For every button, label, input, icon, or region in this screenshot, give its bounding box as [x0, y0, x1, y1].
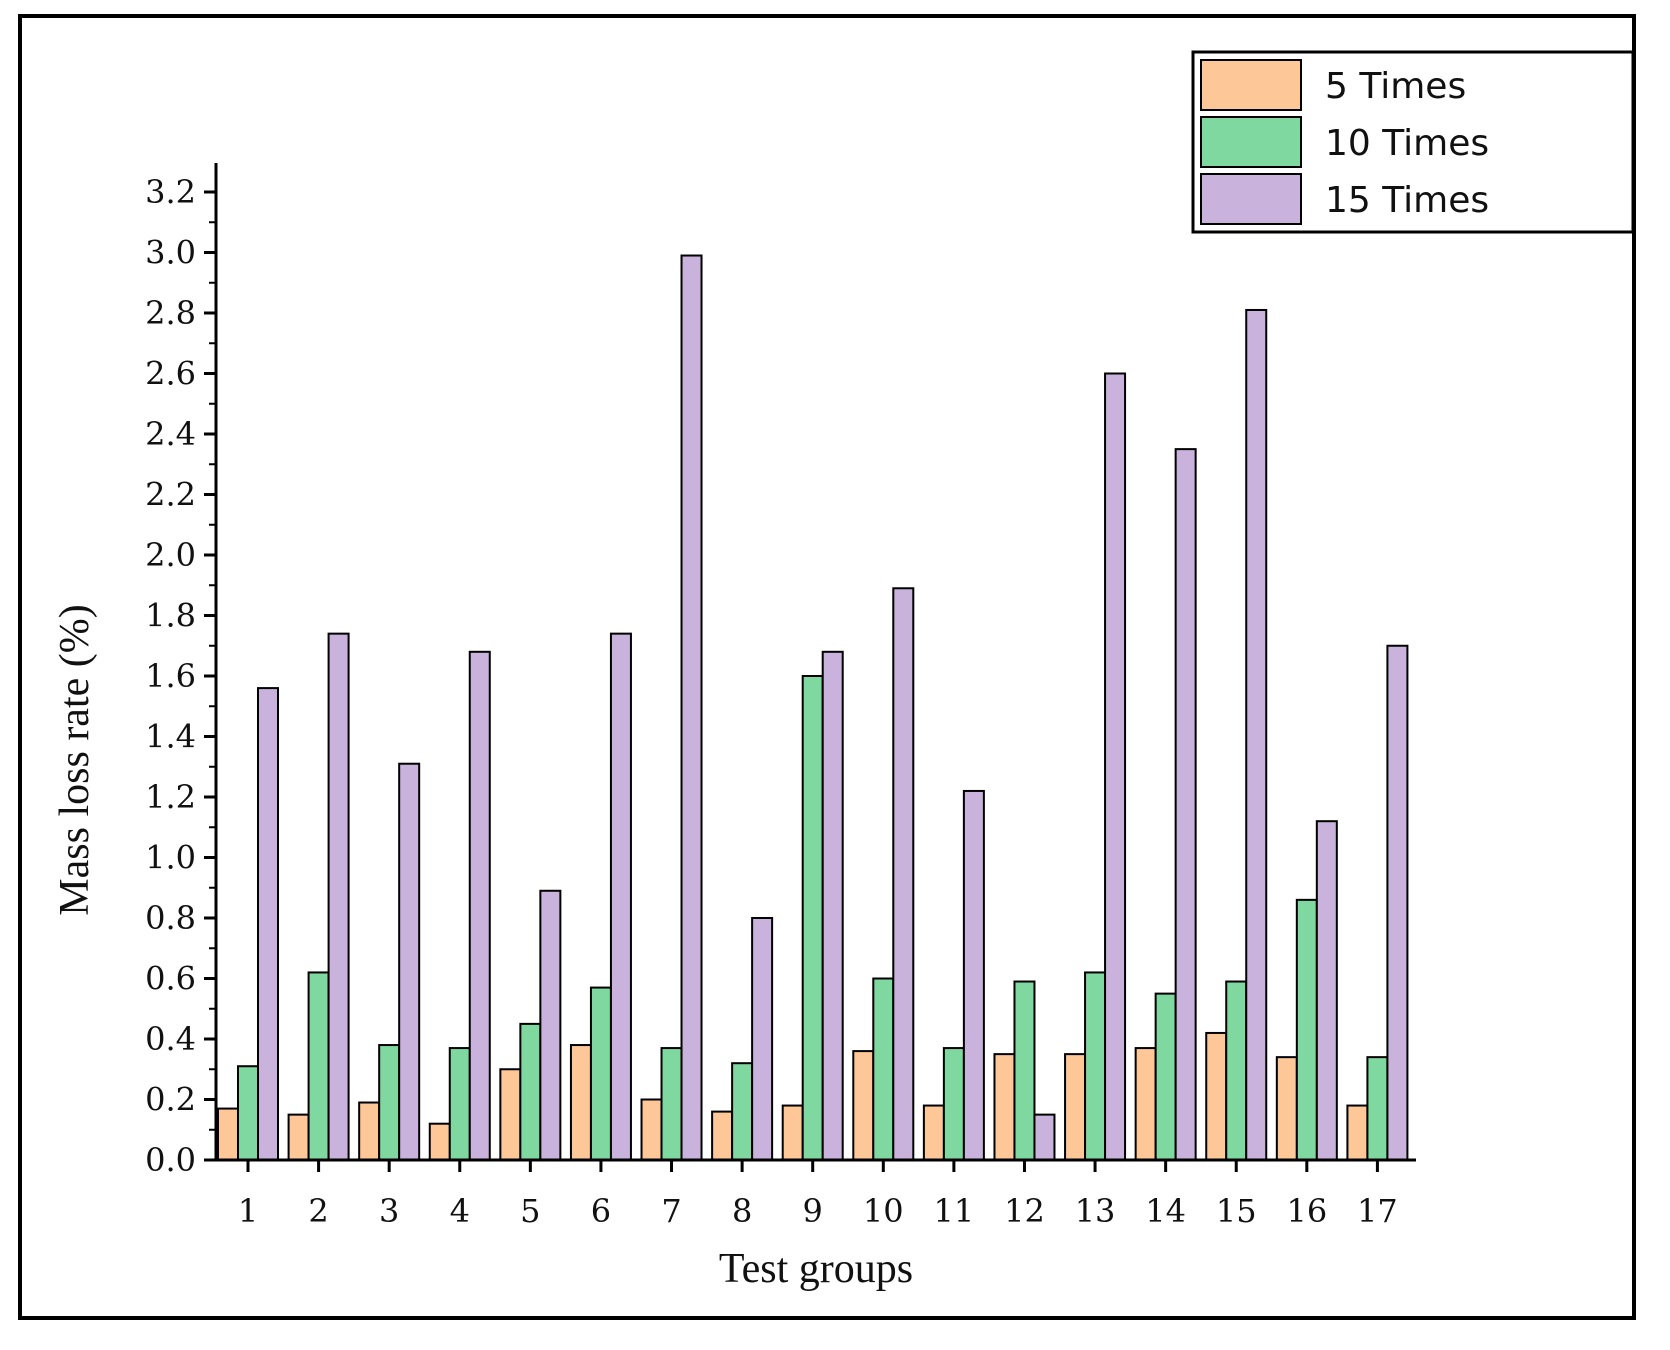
x-tick-label: 10	[863, 1192, 904, 1230]
legend-swatch-15-times	[1200, 173, 1302, 225]
y-tick-label: 1.2	[145, 778, 196, 816]
bar-10-times-group-3	[378, 1044, 401, 1162]
y-tick-label: 0.6	[145, 960, 196, 998]
x-tick-label: 12	[1004, 1192, 1045, 1230]
legend-label-15-times: 15 Times	[1325, 180, 1489, 221]
bar-5-times-group-11	[922, 1104, 945, 1162]
bar-15-times-group-14	[1174, 448, 1197, 1161]
bar-15-times-group-6	[609, 632, 632, 1161]
x-tick-label: 7	[661, 1192, 681, 1230]
bar-10-times-group-14	[1154, 992, 1177, 1161]
bar-10-times-group-15	[1225, 980, 1248, 1162]
bar-5-times-group-15	[1205, 1031, 1228, 1161]
y-ticks-group: 0.0 0.2 0.4 0.6 0.8 1.0 1.2 1.4 1.6 1.8 2.0 2.2 2.4 2…	[145, 173, 216, 1179]
bar-15-times-group-11	[962, 789, 985, 1161]
bar-15-times-group-17	[1386, 644, 1409, 1161]
bar-5-times-group-10	[852, 1050, 875, 1161]
x-tick-label: 8	[732, 1192, 752, 1230]
bar-10-times-group-1	[237, 1065, 259, 1161]
y-tick-label: 2.2	[145, 476, 196, 514]
y-tick-label: 3.2	[145, 173, 196, 211]
y-tick-label: 2.4	[145, 415, 196, 453]
x-tick-label: 5	[520, 1192, 540, 1230]
bar-15-times-group-10	[892, 587, 915, 1161]
y-tick-label: 2.8	[145, 294, 196, 332]
bar-15-times-group-9	[821, 650, 844, 1161]
y-tick-label: 1.6	[145, 657, 196, 695]
y-tick-label: 0.8	[145, 899, 196, 937]
y-tick-label: 1.0	[145, 839, 196, 877]
bar-15-times-group-13	[1104, 372, 1127, 1161]
y-tick-label: 1.8	[145, 597, 196, 635]
bar-15-times-group-12	[1033, 1113, 1056, 1161]
x-tick-label: 4	[450, 1192, 470, 1230]
bar-5-times-group-13	[1064, 1053, 1087, 1161]
bar-5-times-group-8	[711, 1110, 734, 1161]
bar-15-times-group-16	[1315, 820, 1338, 1161]
bar-15-times-group-1	[257, 687, 279, 1161]
bar-5-times-group-14	[1134, 1047, 1157, 1161]
bar-10-times-group-16	[1295, 898, 1318, 1161]
bar-5-times-group-6	[569, 1044, 592, 1162]
y-tick-label: 1.4	[145, 718, 196, 756]
bar-10-times-group-10	[872, 977, 895, 1161]
bar-5-times-group-16	[1275, 1056, 1298, 1162]
bar-10-times-group-8	[731, 1062, 754, 1161]
bar-10-times-group-5	[519, 1022, 542, 1161]
legend-swatch-5-times	[1200, 59, 1302, 111]
bar-10-times-group-9	[801, 675, 824, 1161]
bar-10-times-group-17	[1366, 1056, 1389, 1162]
x-tick-label: 1	[238, 1192, 258, 1230]
x-tick-label: 11	[934, 1192, 975, 1230]
x-tick-label: 13	[1075, 1192, 1116, 1230]
x-tick-label: 15	[1216, 1192, 1257, 1230]
bar-15-times-group-15	[1245, 308, 1268, 1162]
legend-label-10-times: 10 Times	[1325, 123, 1489, 164]
bar-15-times-group-2	[327, 632, 350, 1161]
bar-10-times-group-12	[1013, 980, 1036, 1162]
bar-5-times-group-5	[499, 1068, 522, 1161]
bar-5-times-group-4	[428, 1122, 451, 1161]
y-tick-label: 2.0	[145, 536, 196, 574]
bar-15-times-group-5	[539, 889, 562, 1162]
x-axis-title: Test groups	[719, 1246, 913, 1292]
x-tick-label: 3	[379, 1192, 399, 1230]
bar-10-times-group-6	[589, 986, 612, 1162]
x-tick-label: 2	[308, 1192, 328, 1230]
x-ticks-group: 1 2 3 4 5 6 7 8 9 10 11 12 13 14 15 16 17	[238, 1160, 1398, 1230]
y-tick-label: 0.4	[145, 1020, 196, 1058]
bar-15-times-group-7	[680, 254, 703, 1161]
legend: 5 Times 10 Times 15 Times	[1191, 50, 1635, 234]
bar-15-times-group-8	[751, 917, 774, 1161]
y-axis-title: Mass loss rate (%)	[52, 604, 98, 915]
bars-group	[217, 254, 1409, 1162]
x-tick-label: 6	[591, 1192, 611, 1230]
bar-10-times-group-7	[660, 1047, 683, 1161]
legend-label-5-times: 5 Times	[1325, 66, 1466, 107]
bar-15-times-group-3	[398, 762, 421, 1161]
bar-10-times-group-2	[307, 971, 330, 1162]
bar-5-times-group-1	[217, 1107, 239, 1161]
bar-5-times-group-9	[781, 1104, 804, 1162]
bar-5-times-group-3	[358, 1101, 381, 1162]
x-tick-label: 9	[803, 1192, 823, 1230]
bar-10-times-group-11	[942, 1047, 965, 1161]
axes-group	[214, 163, 1416, 1162]
bar-10-times-group-13	[1084, 971, 1107, 1162]
bar-5-times-group-12	[993, 1053, 1016, 1161]
bar-5-times-group-2	[287, 1113, 310, 1161]
bar-5-times-group-17	[1346, 1104, 1369, 1162]
legend-swatch-10-times	[1200, 116, 1302, 168]
bar-10-times-group-4	[448, 1047, 471, 1161]
x-tick-label: 16	[1286, 1192, 1327, 1230]
x-tick-label: 14	[1145, 1192, 1186, 1230]
y-tick-label: 3.0	[145, 234, 196, 272]
y-tick-label: 0.0	[145, 1141, 196, 1179]
y-tick-label: 2.6	[145, 355, 196, 393]
x-tick-label: 17	[1357, 1192, 1398, 1230]
bar-15-times-group-4	[468, 650, 491, 1161]
y-tick-label: 0.2	[145, 1081, 196, 1119]
bar-5-times-group-7	[640, 1098, 663, 1161]
